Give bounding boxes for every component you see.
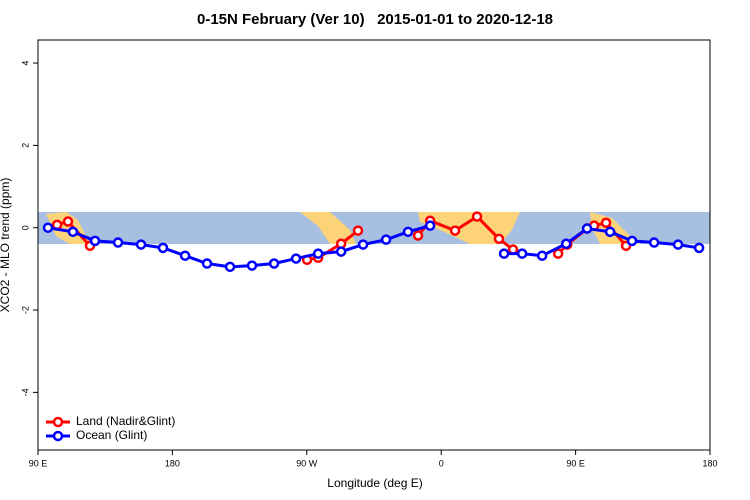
data-point	[179, 250, 191, 261]
x-tick-label: 90 W	[296, 458, 318, 468]
data-point	[552, 248, 564, 259]
legend-marker	[52, 430, 64, 442]
data-point	[67, 226, 79, 238]
legend-marker	[52, 416, 64, 428]
data-point	[290, 253, 302, 264]
y-axis-label: XCO2 - MLO trend (ppm)	[0, 178, 12, 313]
data-point	[246, 260, 258, 271]
data-point	[335, 246, 347, 257]
x-tick-label: 90 E	[566, 458, 585, 468]
data-point	[581, 223, 593, 234]
y-tick-label: 4	[20, 61, 30, 66]
data-point	[62, 216, 74, 227]
data-point	[516, 248, 528, 259]
legend-label: Land (Nadir&Glint)	[76, 414, 175, 428]
data-point	[498, 248, 510, 259]
data-point	[312, 248, 324, 259]
data-point	[135, 239, 147, 250]
data-point	[357, 239, 369, 250]
data-point	[402, 226, 414, 238]
data-point	[471, 211, 483, 222]
x-tick-label: 0	[439, 458, 444, 468]
data-point	[201, 258, 213, 269]
data-point	[672, 239, 684, 250]
data-point	[626, 235, 638, 247]
y-tick-label: -4	[20, 388, 30, 396]
data-point	[89, 235, 101, 247]
data-point	[112, 237, 124, 248]
data-point	[648, 237, 660, 248]
chart-title: 0-15N February (Ver 10) 2015-01-01 to 20…	[197, 11, 553, 28]
data-point	[604, 226, 616, 238]
legend-label: Ocean (Glint)	[76, 428, 147, 442]
data-point	[224, 261, 236, 273]
data-point	[536, 250, 548, 261]
data-point	[449, 225, 461, 236]
data-point	[352, 225, 364, 236]
data-point	[157, 242, 169, 254]
y-tick-label: 0	[20, 225, 30, 230]
x-tick-label: 90 E	[29, 458, 48, 468]
y-tick-label: -2	[20, 306, 30, 314]
plot-frame	[37, 39, 711, 451]
data-point	[493, 233, 505, 245]
data-point	[412, 230, 424, 241]
x-tick-label: 180	[702, 458, 717, 468]
data-point	[424, 220, 436, 231]
x-axis-label: Longitude (deg E)	[327, 476, 422, 490]
data-point	[693, 242, 705, 254]
y-tick-label: 2	[20, 143, 30, 148]
data-point	[600, 217, 612, 229]
data-point	[268, 258, 280, 269]
data-point	[42, 222, 54, 233]
x-tick-label: 180	[165, 458, 180, 468]
data-point	[560, 238, 572, 250]
data-point	[380, 234, 392, 245]
